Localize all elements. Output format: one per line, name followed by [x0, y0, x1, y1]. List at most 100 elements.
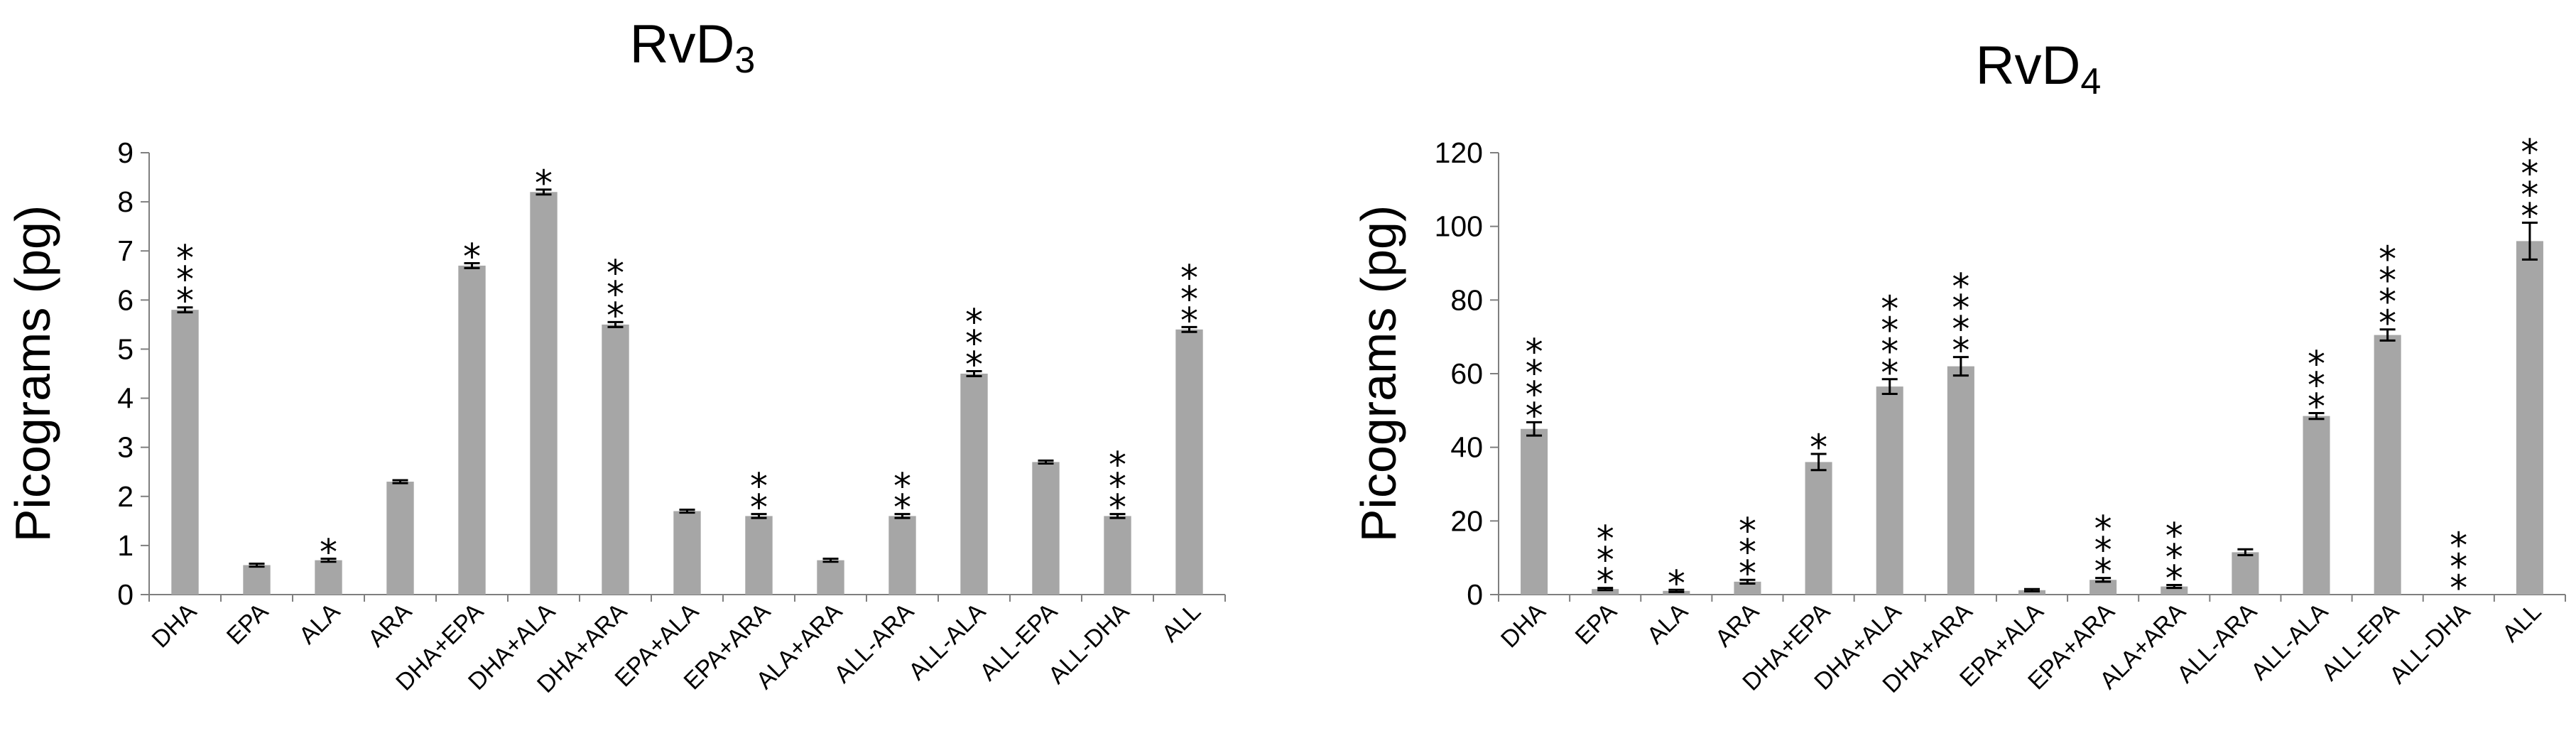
significance-star: *: [2308, 343, 2325, 384]
significance-star: *: [1109, 445, 1126, 486]
y-tick-label: 80: [1450, 283, 1483, 316]
significance-star: *: [1668, 563, 1685, 604]
significance-star: *: [2521, 131, 2538, 173]
chart-title: RvD3: [630, 14, 756, 81]
chart-title-subscript: 3: [734, 40, 755, 81]
bar-all-epa: [1032, 462, 1060, 595]
significance-star: *: [750, 466, 768, 507]
y-axis-label: Picograms (pg): [1351, 205, 1406, 543]
bar-ala-ara: [2161, 586, 2188, 595]
bar-dha: [1521, 428, 1548, 595]
significance-star: *: [1881, 352, 1898, 394]
significance-star: *: [1597, 561, 1614, 602]
bar-epa-ala: [673, 511, 701, 595]
bar-all-ala: [960, 374, 988, 595]
y-tick-label: 7: [117, 234, 134, 267]
y-tick-label: 120: [1435, 136, 1483, 169]
significance-star: *: [1881, 288, 1898, 330]
significance-star: *: [2521, 174, 2538, 215]
significance-star: *: [607, 252, 624, 293]
bar-all-epa: [2374, 335, 2401, 595]
significance-star: *: [1180, 278, 1198, 320]
bar-all-dha: [1104, 516, 1131, 595]
significance-star: *: [1739, 531, 1756, 573]
bar-dha-epa: [458, 265, 486, 595]
bar-dha: [171, 310, 199, 595]
x-tick-label: ALL: [1157, 598, 1207, 648]
significance-star: *: [2521, 153, 2538, 194]
significance-star: *: [2450, 568, 2467, 609]
significance-star: *: [1526, 395, 1543, 436]
significance-star: *: [2450, 546, 2467, 587]
significance-star: *: [1952, 288, 1969, 329]
significance-star: *: [1810, 427, 1827, 468]
bar-all-ara: [888, 516, 916, 595]
significance-star: *: [607, 273, 624, 315]
y-tick-label: 9: [117, 136, 134, 169]
y-tick-label: 1: [117, 529, 134, 562]
bar-all-ala: [2303, 416, 2330, 595]
x-tick-label: ALL-ARA: [829, 598, 919, 688]
significance-star: *: [1739, 510, 1756, 551]
y-tick-label: 6: [117, 283, 134, 316]
significance-star: *: [2165, 558, 2183, 600]
significance-star: *: [2379, 281, 2396, 323]
significance-star: *: [1952, 266, 1969, 308]
significance-star: *: [1109, 487, 1126, 529]
chart-title: RvD4: [1976, 36, 2102, 102]
significance-star: *: [1881, 331, 1898, 372]
bar-dha-epa: [1805, 462, 1832, 595]
significance-star: *: [965, 345, 983, 386]
significance-star: *: [1526, 352, 1543, 394]
significance-star: *: [607, 295, 624, 336]
y-tick-label: 20: [1450, 504, 1483, 537]
significance-star: *: [1180, 257, 1198, 298]
y-tick-label: 100: [1435, 210, 1483, 243]
y-tick-label: 0: [117, 578, 134, 611]
x-tick-label: ARA: [363, 598, 418, 653]
bar-epa: [243, 565, 271, 595]
significance-star: *: [1952, 309, 1969, 350]
y-tick-label: 8: [117, 185, 134, 218]
significance-star: *: [320, 532, 337, 573]
significance-star: *: [2094, 509, 2112, 550]
bar-dha-ala: [1876, 386, 1903, 595]
y-axis-label: Picograms (pg): [5, 205, 60, 543]
x-tick-label: DHA: [147, 598, 202, 654]
significance-star: *: [965, 302, 983, 343]
significance-star: *: [535, 163, 553, 204]
significance-star: *: [1881, 310, 1898, 351]
significance-star: *: [2379, 260, 2396, 301]
significance-star: *: [1739, 553, 1756, 594]
significance-star: *: [893, 466, 911, 507]
chart-title-main: RvD: [630, 14, 735, 75]
significance-star: *: [1597, 540, 1614, 581]
y-tick-label: 4: [117, 382, 134, 415]
significance-star: *: [2450, 525, 2467, 566]
x-tick-label: EPA: [222, 598, 273, 650]
significance-star: *: [176, 281, 194, 322]
x-tick-label: ALA: [294, 598, 346, 650]
significance-star: *: [2521, 195, 2538, 237]
bar-all: [2516, 241, 2543, 595]
bar-ala-ara: [817, 560, 844, 595]
x-tick-label: ALA: [1642, 598, 1694, 650]
x-tick-label: ALL: [2497, 598, 2547, 648]
significance-star: *: [965, 323, 983, 364]
significance-star: *: [2094, 551, 2112, 592]
significance-star: *: [893, 487, 911, 529]
chart-title-main: RvD: [1976, 36, 2081, 96]
bar-epa-ala: [2018, 590, 2046, 595]
x-tick-label: ALL-ARA: [2172, 598, 2262, 688]
bar-dha-ara: [602, 324, 629, 595]
x-tick-label: ARA: [1710, 598, 1765, 653]
x-tick-label: DHA: [1496, 598, 1551, 654]
significance-star: *: [750, 487, 768, 529]
bar-ara: [1734, 581, 1761, 595]
bar-epa-ara: [2089, 580, 2117, 595]
x-tick-label: ALL-ALA: [903, 598, 991, 686]
bar-dha-ara: [1947, 366, 1974, 595]
x-tick-label: EPA: [1570, 598, 1622, 650]
